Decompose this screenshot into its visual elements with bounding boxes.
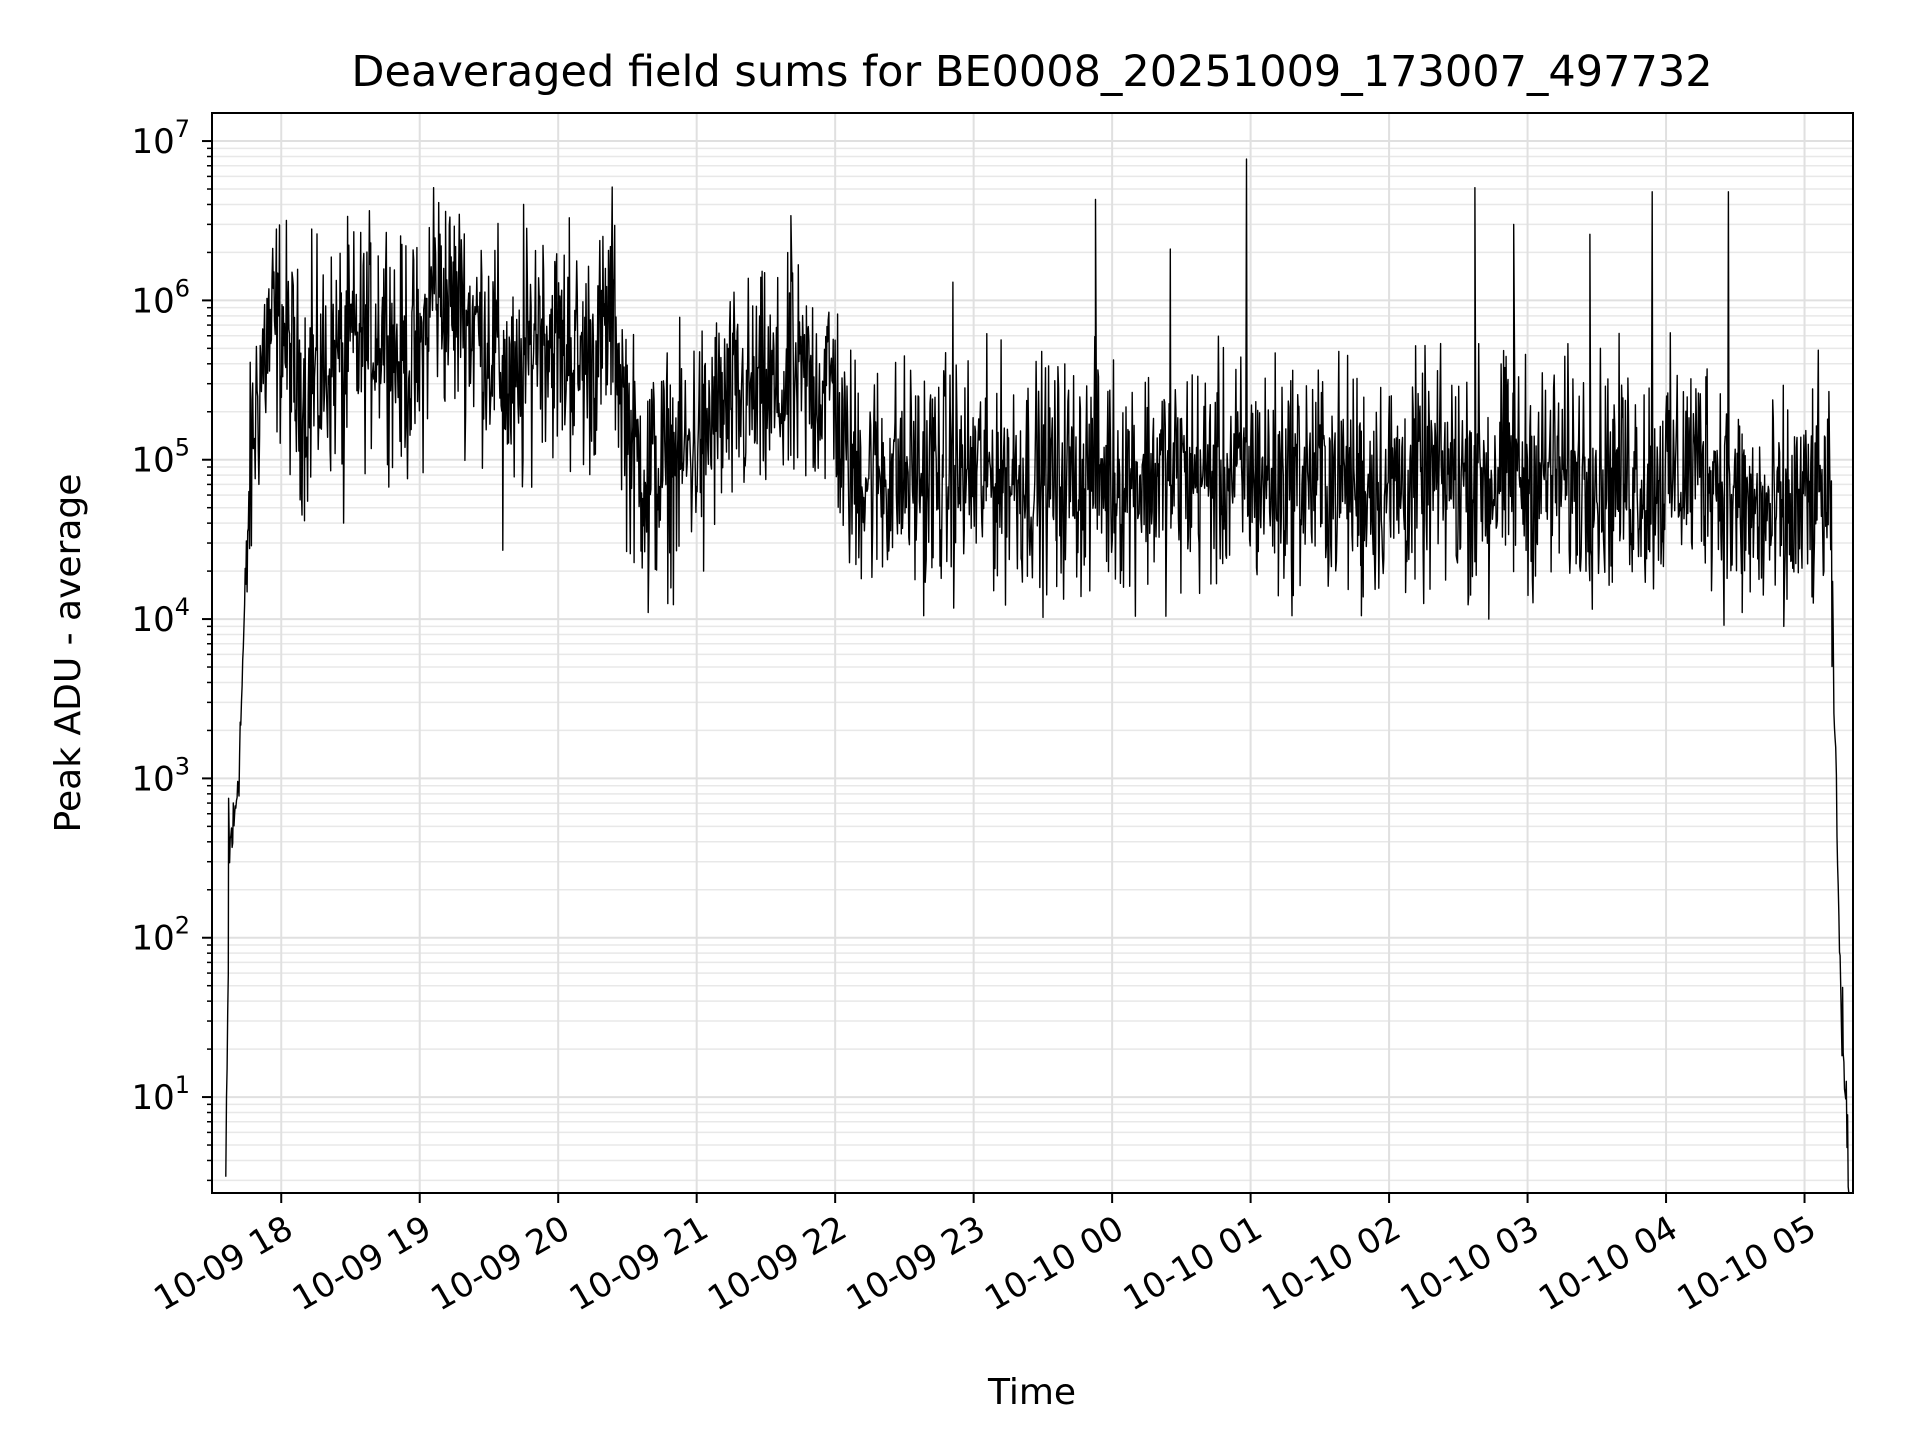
plot-area bbox=[225, 158, 1850, 1193]
series-line bbox=[225, 158, 1850, 1193]
y-tick-label: 107 bbox=[131, 115, 190, 162]
y-tick-label: 103 bbox=[131, 752, 190, 799]
y-tick-label: 101 bbox=[131, 1071, 190, 1118]
x-axis-label: Time bbox=[987, 1372, 1076, 1413]
chart-title: Deaveraged field sums for BE0008_2025100… bbox=[351, 47, 1712, 97]
y-tick-label: 106 bbox=[131, 274, 190, 321]
plot-frame bbox=[211, 112, 1854, 1194]
y-axis-ticks: 101 102 103 104 105 106 107 bbox=[131, 115, 212, 1182]
major-gridlines bbox=[212, 113, 1853, 1193]
y-tick-label: 102 bbox=[131, 912, 190, 959]
y-axis-label: Peak ADU - average bbox=[48, 474, 89, 833]
y-tick-label: 104 bbox=[131, 593, 190, 640]
y-tick-label: 105 bbox=[131, 434, 190, 481]
